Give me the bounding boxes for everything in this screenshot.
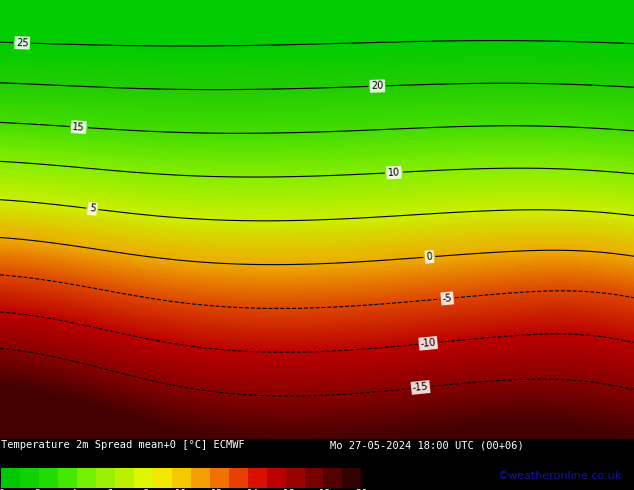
Text: 8: 8 bbox=[142, 489, 148, 490]
Bar bbox=[229, 468, 248, 488]
Text: 25: 25 bbox=[16, 38, 29, 48]
Bar bbox=[191, 468, 210, 488]
Text: 16: 16 bbox=[283, 489, 295, 490]
Bar bbox=[39, 468, 58, 488]
Bar bbox=[1, 468, 20, 488]
Bar bbox=[96, 468, 115, 488]
Bar bbox=[323, 468, 342, 488]
Text: 10: 10 bbox=[387, 167, 401, 178]
Text: 6: 6 bbox=[107, 489, 112, 490]
Text: 0: 0 bbox=[0, 489, 4, 490]
Text: 18: 18 bbox=[320, 489, 332, 490]
Bar bbox=[134, 468, 153, 488]
Text: 5: 5 bbox=[89, 203, 96, 214]
Text: 2: 2 bbox=[34, 489, 41, 490]
Text: 12: 12 bbox=[211, 489, 224, 490]
Bar bbox=[210, 468, 229, 488]
Text: -10: -10 bbox=[420, 338, 436, 349]
Bar bbox=[153, 468, 172, 488]
Text: 10: 10 bbox=[175, 489, 188, 490]
Bar bbox=[77, 468, 96, 488]
Text: -5: -5 bbox=[442, 293, 453, 304]
Text: 20: 20 bbox=[355, 489, 368, 490]
Text: 14: 14 bbox=[247, 489, 259, 490]
Bar bbox=[58, 468, 77, 488]
Bar bbox=[115, 468, 134, 488]
Bar bbox=[248, 468, 267, 488]
Text: 0: 0 bbox=[426, 252, 433, 262]
Text: 20: 20 bbox=[371, 81, 384, 91]
Bar bbox=[304, 468, 323, 488]
Bar bbox=[267, 468, 285, 488]
Bar bbox=[342, 468, 361, 488]
Bar bbox=[172, 468, 191, 488]
Text: 4: 4 bbox=[70, 489, 76, 490]
Bar bbox=[285, 468, 304, 488]
Text: 15: 15 bbox=[72, 122, 86, 132]
Text: Temperature 2m Spread mean+0 [°C] ECMWF: Temperature 2m Spread mean+0 [°C] ECMWF bbox=[1, 440, 245, 450]
Text: Mo 27-05-2024 18:00 UTC (00+06): Mo 27-05-2024 18:00 UTC (00+06) bbox=[330, 440, 524, 450]
Text: -15: -15 bbox=[412, 382, 429, 393]
Bar bbox=[20, 468, 39, 488]
Text: ©weatheronline.co.uk: ©weatheronline.co.uk bbox=[497, 470, 621, 481]
